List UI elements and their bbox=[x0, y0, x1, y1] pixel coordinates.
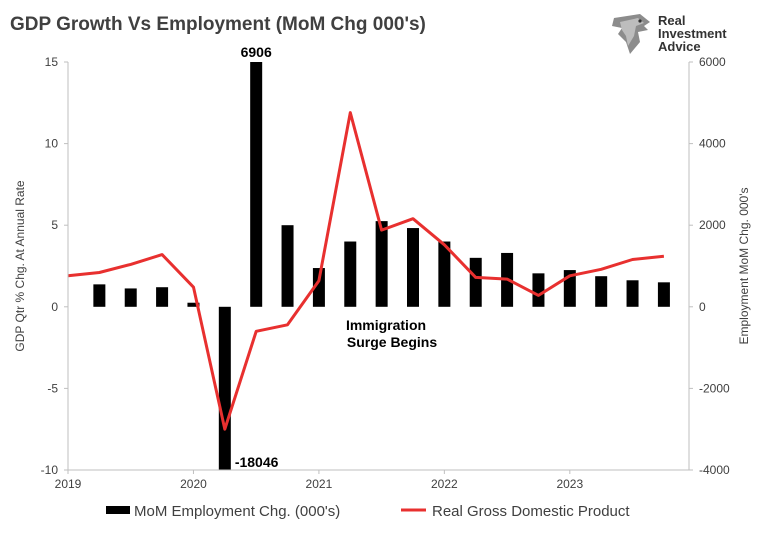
employment-bars bbox=[93, 62, 670, 470]
gdp-line bbox=[67, 111, 665, 431]
left-tick-label: -10 bbox=[41, 463, 59, 477]
right-axis-title: Employment MoM Chg. 000's bbox=[737, 187, 751, 344]
x-tick-label: 2019 bbox=[55, 477, 82, 491]
right-tick-label: 4000 bbox=[699, 137, 726, 151]
x-tick-label: 2023 bbox=[556, 477, 583, 491]
right-tick-label: -4000 bbox=[699, 463, 730, 477]
left-tick-label: -5 bbox=[47, 381, 58, 395]
annotation-trough-value: -18046 bbox=[235, 454, 279, 470]
employment-bar bbox=[312, 268, 325, 307]
employment-bar bbox=[469, 257, 482, 307]
employment-bar bbox=[407, 228, 419, 307]
annotation-surge-begins: Surge Begins bbox=[347, 334, 437, 350]
employment-bar bbox=[532, 273, 545, 307]
eagle-head-icon bbox=[612, 14, 650, 54]
employment-bar bbox=[250, 62, 263, 307]
x-tick-label: 2021 bbox=[306, 477, 333, 491]
employment-bar bbox=[657, 282, 670, 307]
x-tick-label: 2020 bbox=[180, 477, 207, 491]
legend-bar-swatch bbox=[106, 506, 130, 514]
right-tick-label: 6000 bbox=[699, 55, 726, 69]
employment-bar bbox=[281, 225, 294, 307]
logo-text: Real Investment Advice bbox=[658, 14, 727, 53]
employment-bar bbox=[187, 302, 200, 307]
legend-bar-label: MoM Employment Chg. (000's) bbox=[134, 503, 340, 520]
left-axis-title: GDP Qtr % Chg. At Annual Rate bbox=[13, 180, 27, 352]
left-tick-label: 10 bbox=[45, 137, 59, 151]
left-tick-label: 5 bbox=[51, 218, 58, 232]
chart-title: GDP Growth Vs Employment (MoM Chg 000's) bbox=[10, 14, 426, 35]
employment-bar bbox=[344, 241, 357, 307]
employment-bar bbox=[218, 306, 231, 470]
right-tick-label: -2000 bbox=[699, 381, 730, 395]
employment-bar bbox=[156, 287, 169, 307]
gdp-line-layer bbox=[67, 111, 665, 431]
employment-bar bbox=[438, 241, 451, 307]
left-tick-label: 15 bbox=[45, 55, 59, 69]
logo-line-2: Investment bbox=[658, 26, 727, 41]
legend: MoM Employment Chg. (000's) Real Gross Do… bbox=[106, 503, 630, 520]
real-investment-advice-logo: Real Investment Advice bbox=[610, 12, 750, 56]
right-tick-label: 0 bbox=[699, 300, 706, 314]
axes: 15 10 5 0 -5 -10 6000 4000 2000 0 -2000 -4000 2019 20… bbox=[13, 55, 751, 491]
employment-bar bbox=[375, 221, 388, 307]
annotation-peak-value: 6906 bbox=[241, 44, 272, 60]
employment-bar bbox=[626, 280, 639, 307]
logo-line-1: Real bbox=[658, 13, 686, 28]
logo-line-3: Advice bbox=[658, 39, 701, 54]
legend-line-label: Real Gross Domestic Product bbox=[432, 503, 630, 520]
employment-bar bbox=[93, 284, 106, 307]
annotation-immigration: Immigration bbox=[346, 317, 426, 333]
left-tick-label: 0 bbox=[51, 300, 58, 314]
employment-bar bbox=[595, 276, 608, 307]
employment-bar bbox=[124, 288, 137, 307]
x-tick-label: 2022 bbox=[431, 477, 458, 491]
right-tick-label: 2000 bbox=[699, 218, 726, 232]
